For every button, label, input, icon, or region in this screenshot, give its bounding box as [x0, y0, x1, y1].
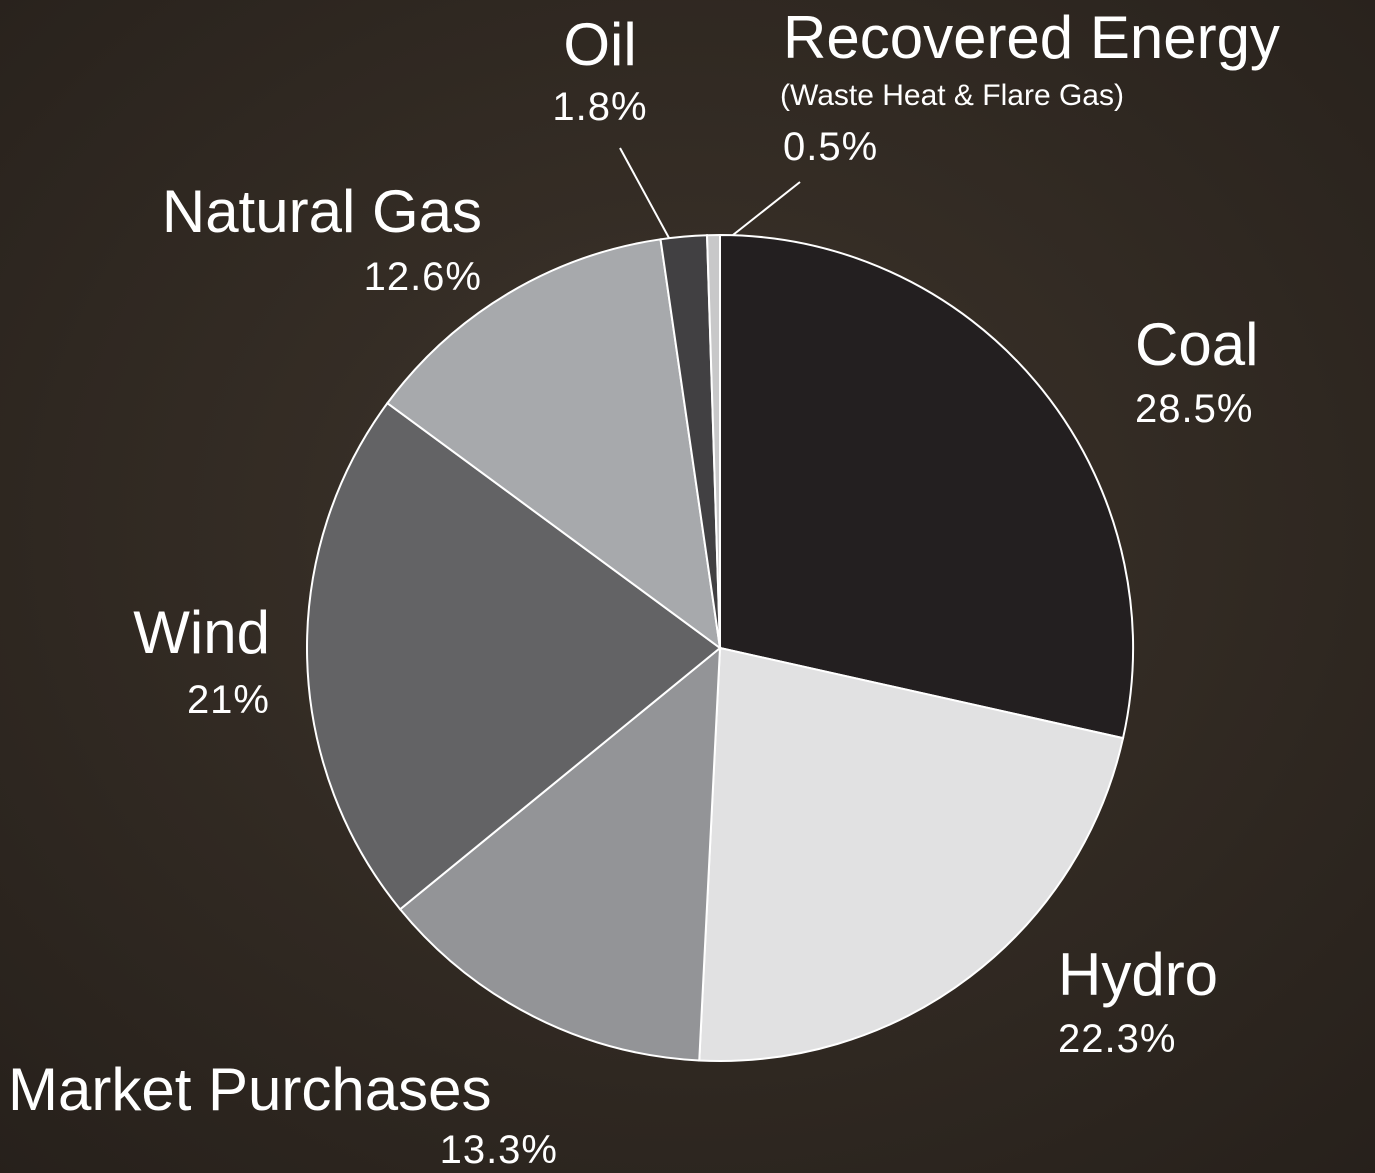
value-label: 22.3%: [1058, 1017, 1176, 1061]
pie-slice: [698, 646, 1125, 1062]
pie-slice: [719, 233, 1134, 740]
pie-slice: [386, 238, 722, 651]
value-label: 21%: [187, 678, 270, 722]
slice-label: Recovered Energy: [783, 4, 1280, 71]
slice-label: Market Purchases: [8, 1056, 492, 1123]
pie-slice: [398, 645, 722, 1062]
slice-label: Hydro: [1058, 941, 1218, 1008]
value-label: 1.8%: [552, 85, 647, 129]
value-label: 28.5%: [1135, 387, 1253, 431]
slice-label: Wind: [133, 599, 270, 666]
annotation: (Waste Heat & Flare Gas): [780, 79, 1124, 112]
pie-slice: [705, 233, 721, 649]
slice-label: Natural Gas: [162, 178, 482, 245]
slice-label: Coal: [1135, 311, 1258, 378]
slice-label: Oil: [563, 11, 636, 78]
value-label: 0.5%: [783, 125, 878, 169]
pie-slice: [306, 401, 722, 911]
value-label: 12.6%: [364, 255, 482, 299]
value-label: 13.3%: [440, 1128, 558, 1172]
